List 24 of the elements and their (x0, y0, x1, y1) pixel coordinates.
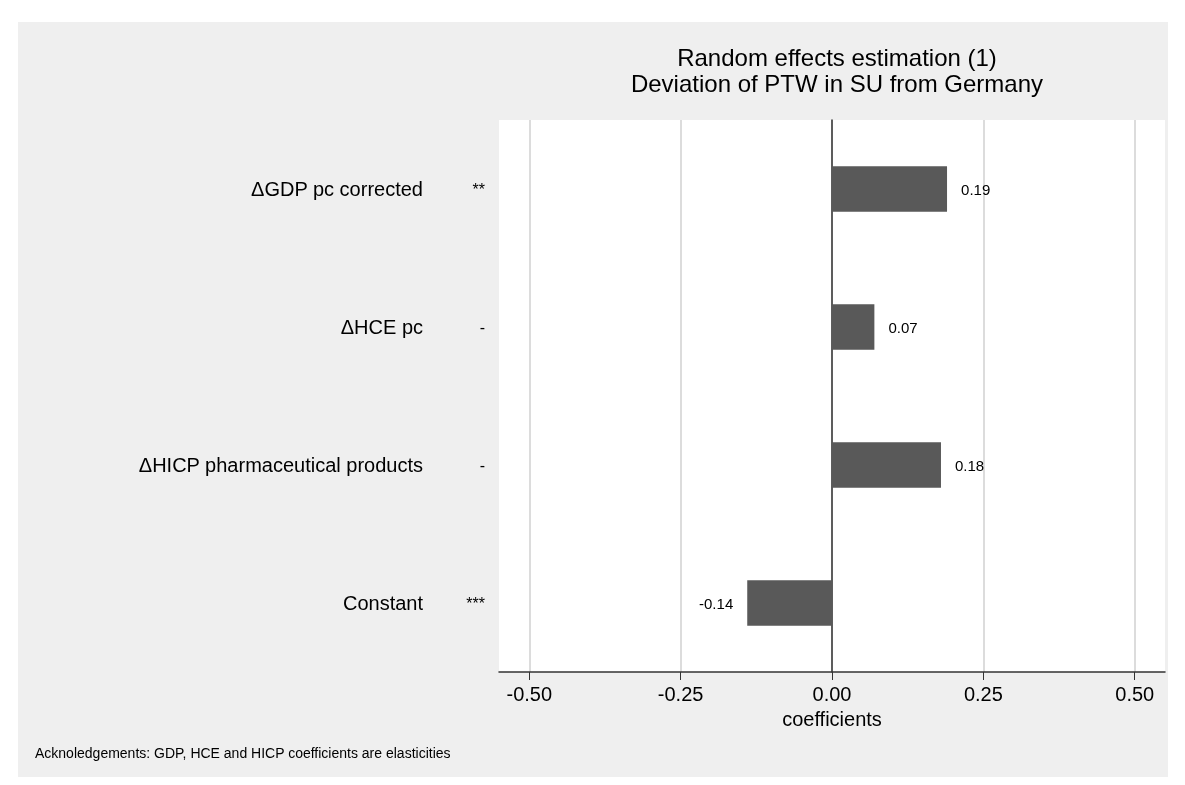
bar (832, 442, 941, 488)
text: - (479, 456, 485, 474)
x-tick-label: -0.50 (506, 683, 553, 705)
text: *** (466, 594, 485, 612)
bar (747, 580, 832, 626)
bar (832, 166, 948, 212)
y-tick-label: Constant (342, 592, 424, 614)
y-tick-label: ΔHICP pharmaceutical products (138, 454, 423, 476)
data-label: -0.14 (699, 594, 734, 612)
text: ** (472, 180, 485, 198)
x-tick-label: 0.50 (1115, 683, 1155, 705)
chart-title: Random effects estimation (1) (677, 43, 997, 71)
bar (832, 304, 875, 350)
y-tick-label: ΔHCE pc (340, 316, 423, 338)
y-tick-label: ΔGDP pc corrected (251, 178, 423, 200)
x-axis-title: coefficients (782, 707, 882, 730)
data-label: 0.07 (888, 318, 918, 336)
x-tick-label: -0.25 (657, 683, 704, 705)
x-tick-label: 0.25 (963, 683, 1003, 705)
x-tick-label: 0.00 (812, 683, 852, 705)
data-label: 0.18 (954, 456, 985, 474)
text: Acknoledgements: GDP, HCE and HICP coefficients are elasticities (35, 745, 451, 761)
data-label: 0.19 (961, 180, 991, 198)
text: - (479, 318, 485, 336)
